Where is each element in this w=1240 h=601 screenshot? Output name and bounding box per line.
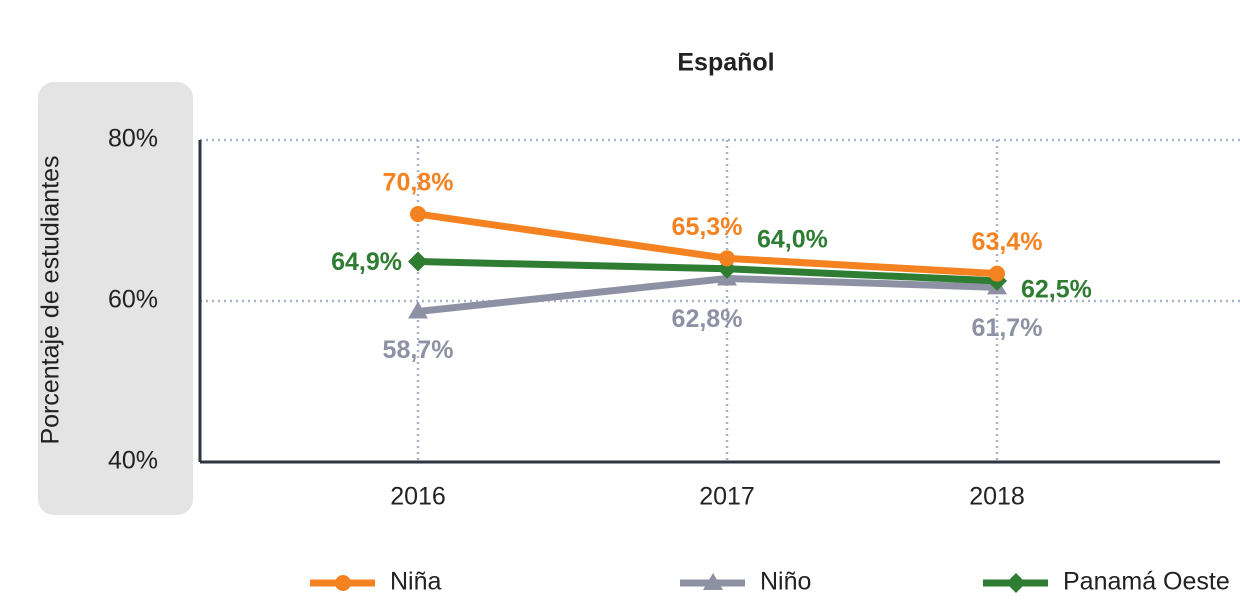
y-tick-label: 60%: [108, 286, 158, 314]
legend-label: Panamá Oeste: [1063, 568, 1230, 596]
legend-marker: [703, 573, 723, 590]
data-label: 61,7%: [972, 314, 1043, 342]
point-marker: [410, 206, 426, 223]
data-label: 62,8%: [672, 305, 743, 333]
legend-marker: [335, 575, 351, 591]
x-tick-label: 2017: [699, 483, 755, 511]
data-label: 63,4%: [972, 228, 1043, 256]
point-marker: [719, 250, 735, 267]
chart-title: Español: [677, 49, 774, 77]
data-label: 70,8%: [383, 169, 454, 197]
point-marker: [408, 251, 428, 272]
data-label: 64,0%: [757, 225, 828, 253]
data-label: 62,5%: [1021, 275, 1092, 303]
y-tick-label: 80%: [108, 125, 158, 153]
y-tick-label: 40%: [108, 447, 158, 475]
data-label: 64,9%: [331, 248, 402, 276]
legend-label: Niña: [390, 568, 442, 596]
x-tick-label: 2018: [969, 483, 1025, 511]
ylabel-box: [38, 82, 193, 515]
data-label: 58,7%: [383, 336, 454, 364]
x-tick-label: 2016: [390, 483, 446, 511]
y-axis-label: Porcentaje de estudiantes: [37, 155, 65, 444]
point-marker: [989, 265, 1005, 282]
point-marker: [408, 301, 428, 319]
legend-label: Niño: [760, 568, 811, 596]
data-label: 65,3%: [672, 213, 743, 241]
legend-marker: [1006, 573, 1026, 593]
